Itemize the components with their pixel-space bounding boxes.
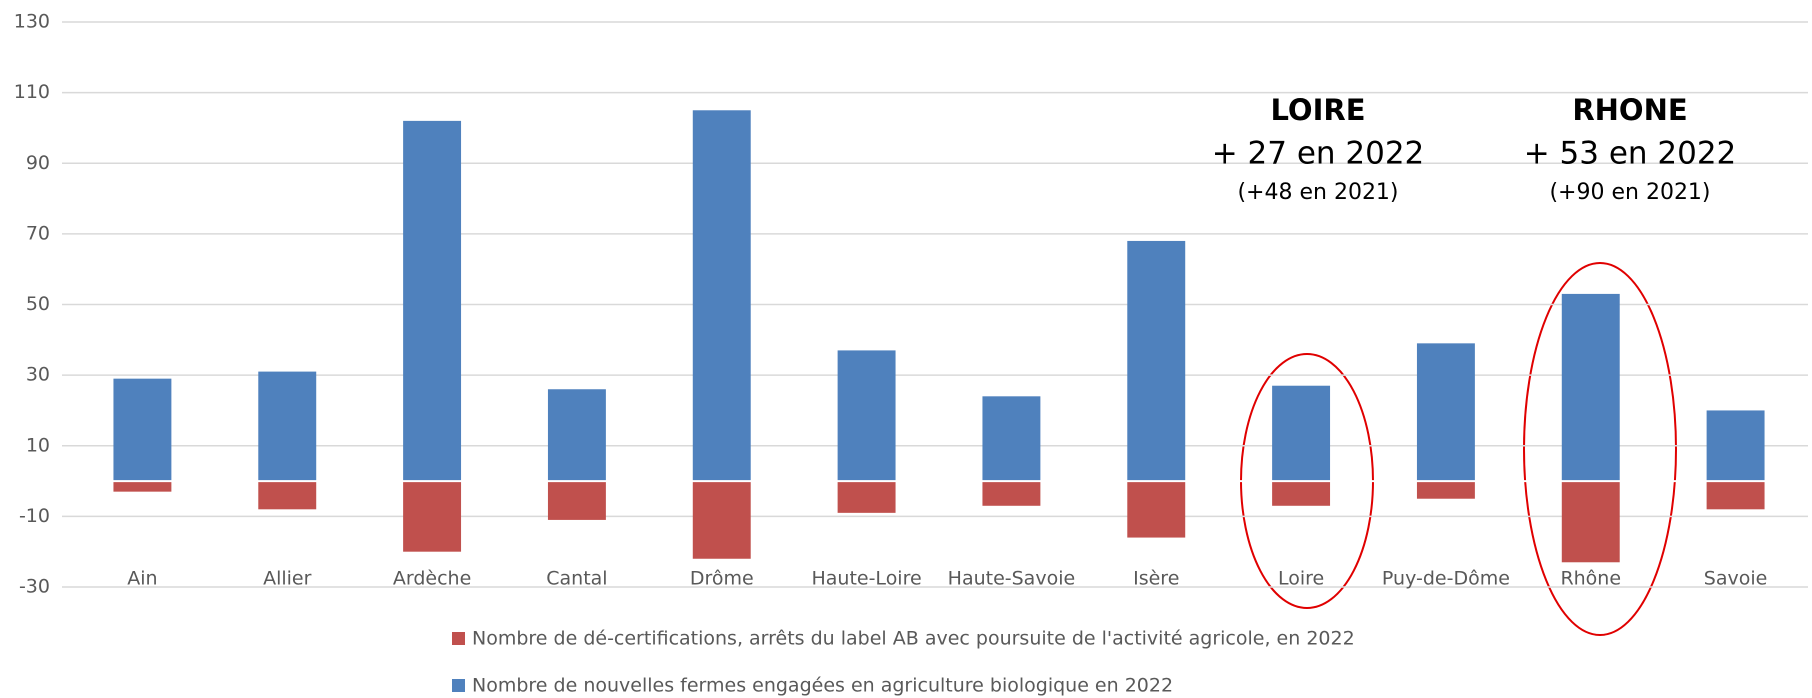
annotation-title: RHONE <box>1572 93 1687 127</box>
bar <box>547 389 606 482</box>
x-tick-label: Ain <box>127 568 157 590</box>
y-tick-label: 10 <box>26 434 50 456</box>
bar <box>1127 240 1186 482</box>
y-tick-label: 30 <box>26 364 50 386</box>
annotation-text: + 53 en 2022 <box>1524 136 1737 172</box>
y-tick-label: -10 <box>19 505 50 527</box>
bar <box>1561 481 1620 563</box>
x-tick-label: Cantal <box>546 568 607 590</box>
legend-label: Nombre de nouvelles fermes engagées en a… <box>472 675 1173 697</box>
x-tick-label: Ardèche <box>393 568 471 590</box>
annotation-title: LOIRE <box>1270 93 1365 127</box>
bar <box>982 481 1041 506</box>
bar <box>258 481 317 510</box>
legend-swatch <box>452 632 465 645</box>
bar <box>258 371 317 482</box>
bar <box>1127 481 1186 538</box>
y-tick-label: -30 <box>19 576 50 598</box>
bar <box>403 120 462 482</box>
x-tick-label: Savoie <box>1704 568 1768 590</box>
bar <box>1416 343 1475 482</box>
x-tick-label: Rhône <box>1560 568 1621 590</box>
bar <box>692 110 751 482</box>
bar <box>1272 385 1331 482</box>
x-tick-label: Haute-Savoie <box>948 568 1076 590</box>
highlight-ellipse <box>1523 262 1677 636</box>
x-tick-label: Allier <box>263 568 312 590</box>
y-tick-label: 50 <box>26 293 50 315</box>
bar <box>692 481 751 559</box>
bar <box>547 481 606 520</box>
x-tick-label: Loire <box>1278 568 1324 590</box>
legend-swatch <box>452 679 465 692</box>
annotation-text: + 27 en 2022 <box>1212 136 1425 172</box>
legend-label: Nombre de dé-certifications, arrêts du l… <box>472 628 1355 650</box>
x-tick-label: Haute-Loire <box>811 568 921 590</box>
bar <box>982 396 1041 482</box>
bar <box>1706 410 1765 482</box>
bar <box>113 481 172 492</box>
y-tick-label: 130 <box>14 11 50 33</box>
bar <box>403 481 462 552</box>
y-tick-label: 90 <box>26 152 50 174</box>
y-tick-label: 70 <box>26 222 50 244</box>
annotation-note: (+90 en 2021) <box>1549 180 1710 205</box>
bar <box>1272 481 1331 506</box>
bar <box>1561 293 1620 482</box>
y-tick-label: 110 <box>14 81 50 103</box>
bar <box>1706 481 1765 510</box>
x-tick-label: Drôme <box>690 568 754 590</box>
bar <box>837 350 896 482</box>
x-tick-label: Puy-de-Dôme <box>1382 568 1510 590</box>
x-tick-label: Isère <box>1133 568 1179 590</box>
annotation-note: (+48 en 2021) <box>1237 180 1398 205</box>
bar <box>113 378 172 482</box>
bar <box>837 481 896 513</box>
bar <box>1416 481 1475 499</box>
